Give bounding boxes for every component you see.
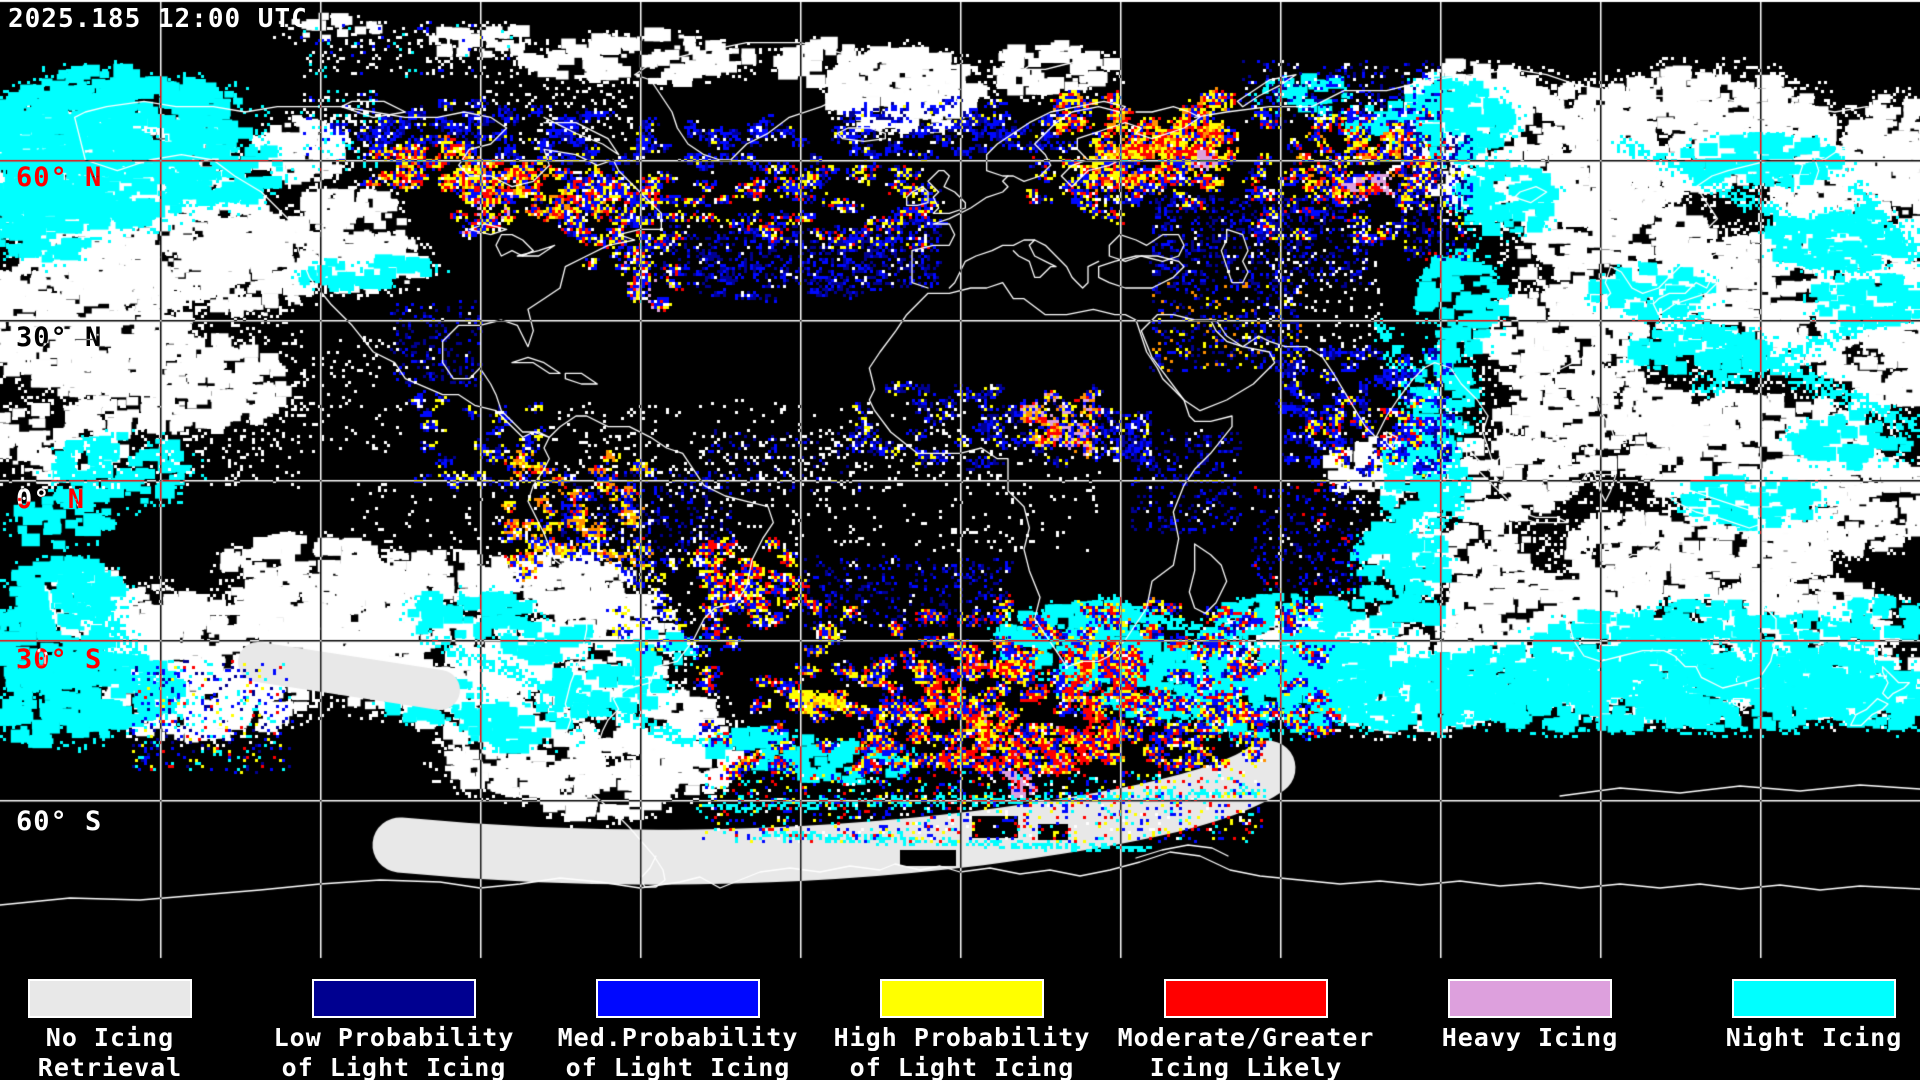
lat-label-0n: 0° N [16, 484, 86, 515]
legend-item-moderate: Moderate/Greater Icing Likely [1106, 960, 1386, 1080]
legend-bar: No Icing Retrieval Low Probability of Ligh… [0, 960, 1920, 1080]
legend-label: Med.Probability [557, 1023, 799, 1052]
legend-swatch-night [1732, 979, 1896, 1018]
legend-item-low-prob: Low Probability of Light Icing [254, 960, 534, 1080]
lat-label-60s: 60° S [16, 806, 103, 837]
legend-item-heavy: Heavy Icing [1390, 960, 1670, 1053]
lat-label-30n: 30° N [16, 322, 103, 353]
legend-label: No Icing [45, 1023, 175, 1052]
legend-swatch-high-prob [880, 979, 1044, 1018]
world-icing-map [0, 0, 1920, 960]
legend-label: Low Probability [273, 1023, 515, 1052]
map-area: 2025.185 12:00 UTC 60° N 30° N 0° N 30° … [0, 0, 1920, 960]
legend-label: Icing Likely [1149, 1053, 1343, 1080]
legend-label: High Probability [833, 1023, 1091, 1052]
legend-label: of Light Icing [565, 1053, 791, 1080]
legend-swatch-low-prob [312, 979, 476, 1018]
legend-label: of Light Icing [849, 1053, 1075, 1080]
legend-item-no-icing: No Icing Retrieval [0, 960, 250, 1080]
lat-label-60n: 60° N [16, 162, 103, 193]
legend-swatch-med-prob [596, 979, 760, 1018]
lat-label-30s: 30° S [16, 644, 103, 675]
timestamp-label: 2025.185 12:00 UTC [8, 4, 308, 34]
legend-swatch-moderate [1164, 979, 1328, 1018]
legend-label: Retrieval [37, 1053, 183, 1080]
legend-swatch-no-icing [28, 979, 192, 1018]
legend-swatch-heavy [1448, 979, 1612, 1018]
legend-label: Heavy Icing [1441, 1023, 1619, 1052]
legend-label: of Light Icing [281, 1053, 507, 1080]
legend-label: Moderate/Greater [1117, 1023, 1375, 1052]
legend-item-night: Night Icing [1674, 960, 1920, 1053]
legend-item-med-prob: Med.Probability of Light Icing [538, 960, 818, 1080]
legend-item-high-prob: High Probability of Light Icing [822, 960, 1102, 1080]
legend-label: Night Icing [1725, 1023, 1903, 1052]
